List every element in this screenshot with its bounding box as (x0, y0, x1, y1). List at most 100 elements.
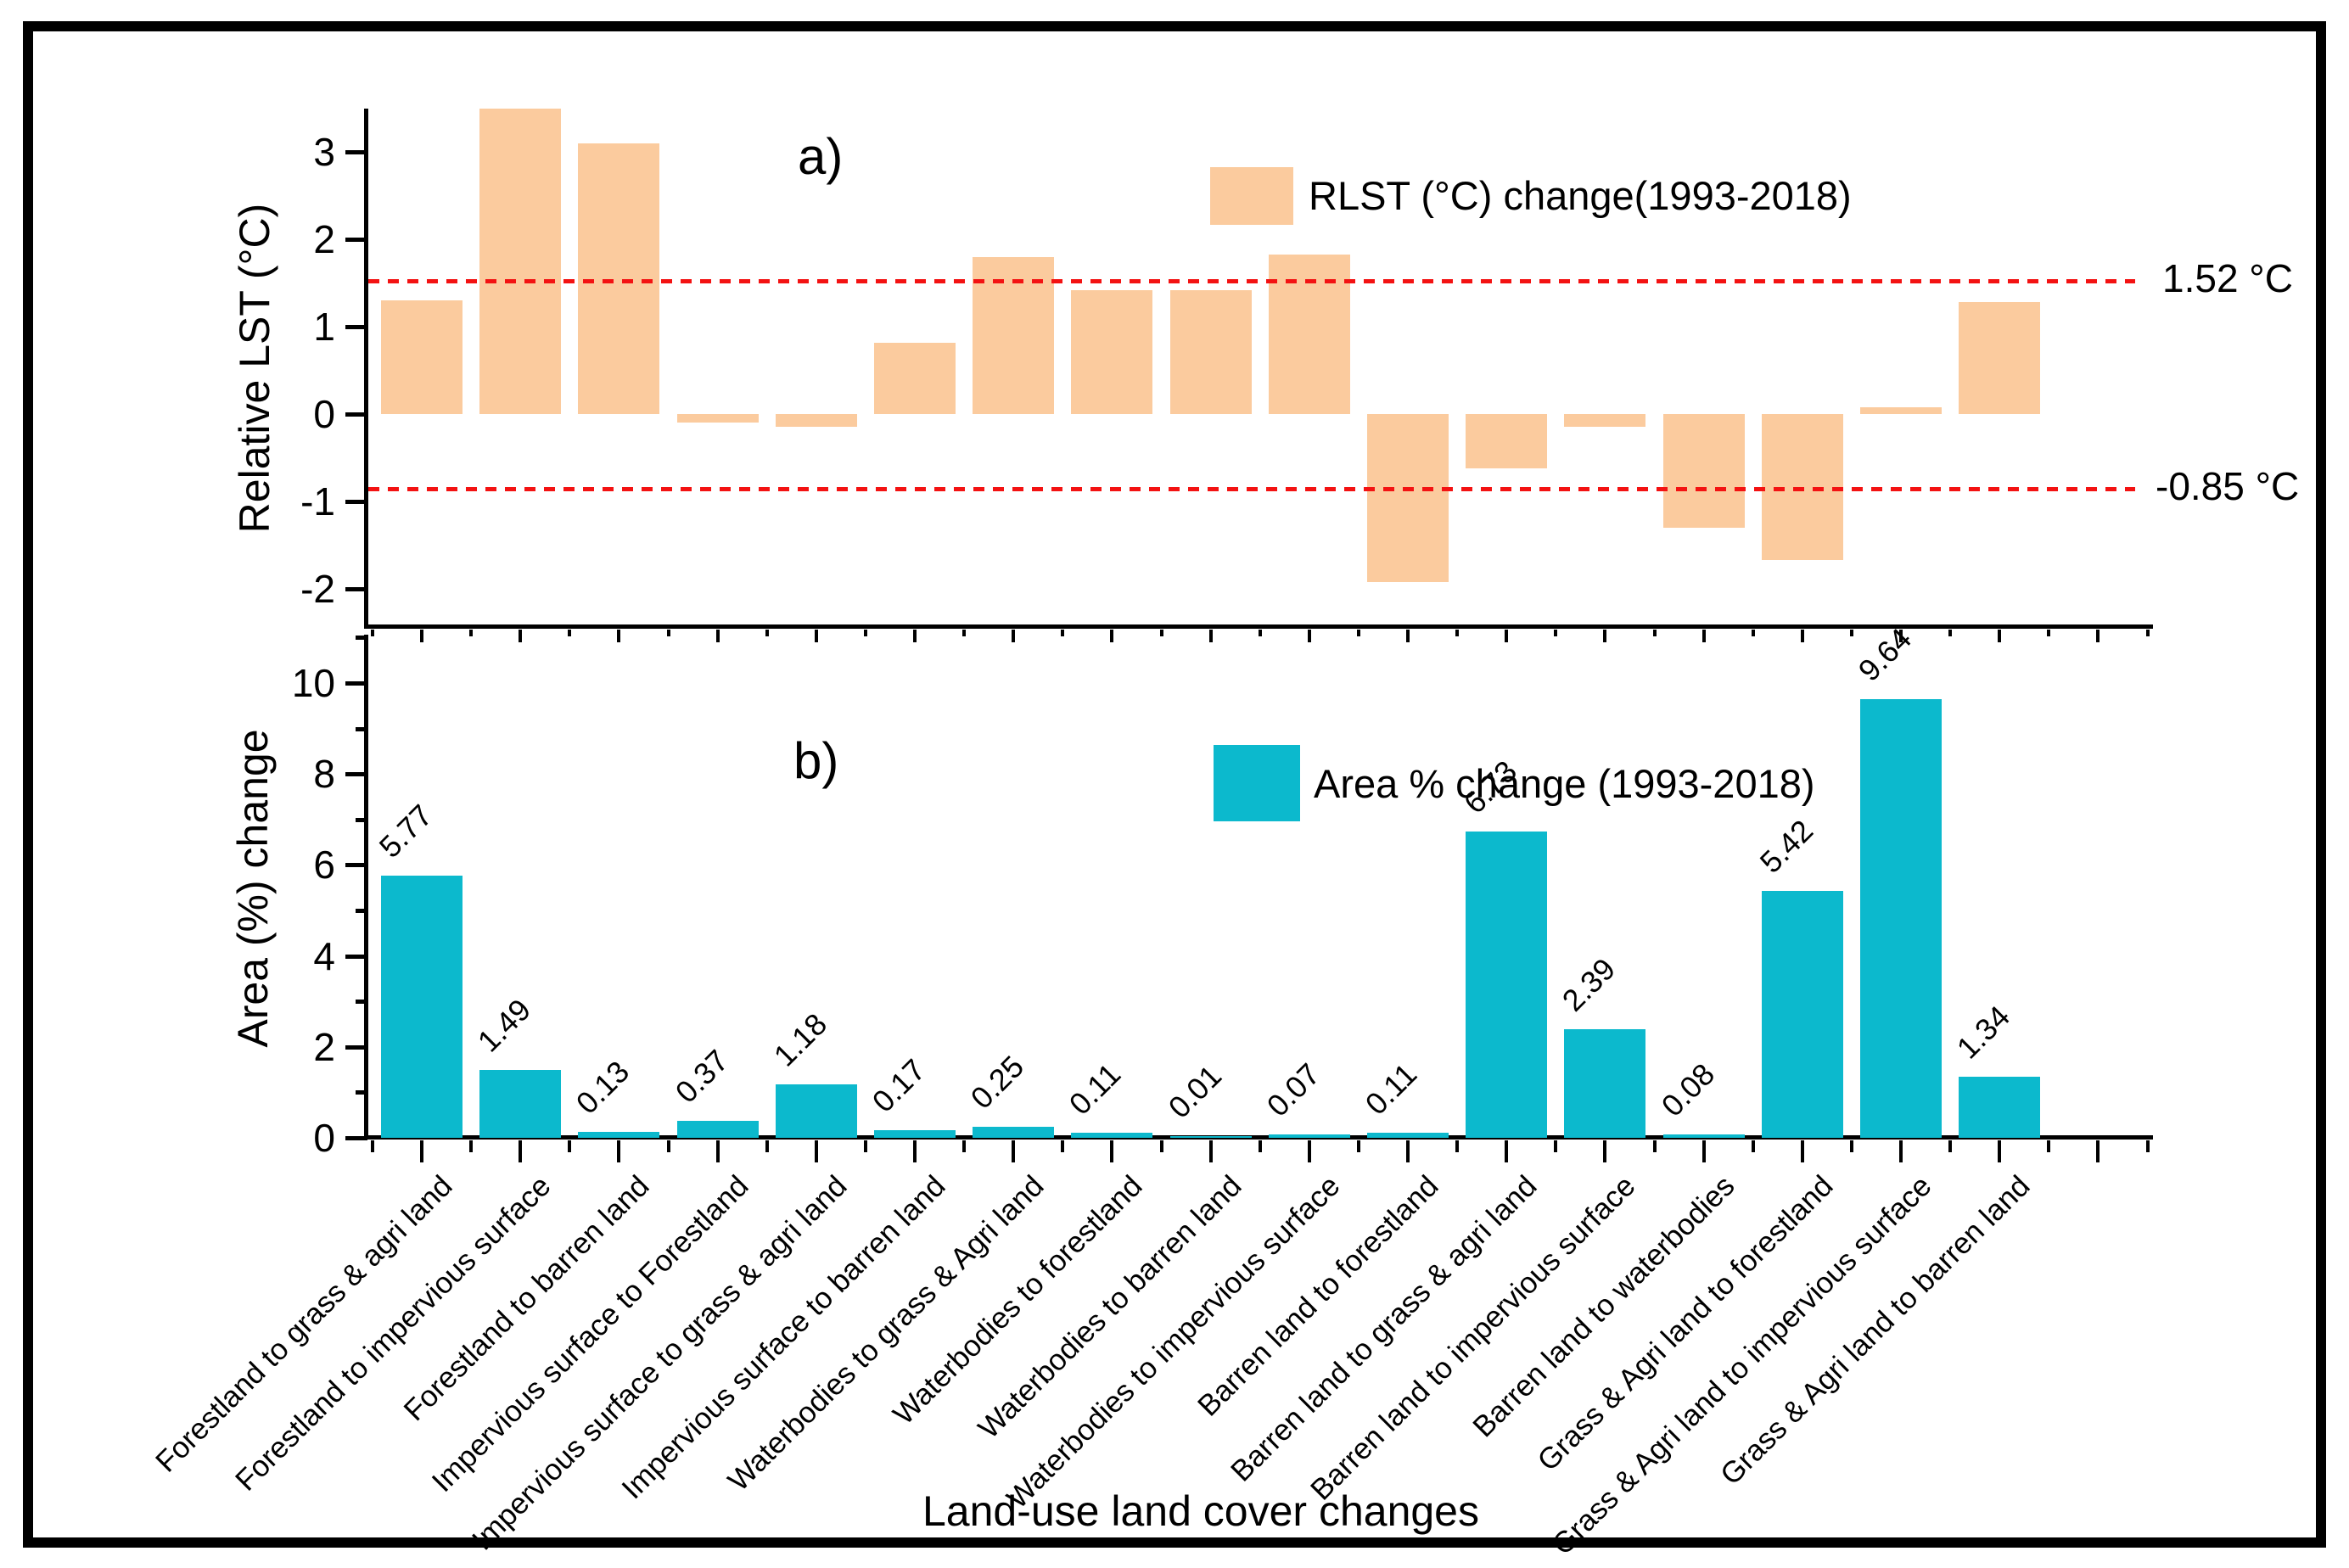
panel-b-xtick-major (1701, 1140, 1706, 1162)
panel-a-xtick-minor (1159, 630, 1163, 636)
panel-b-xtick-major (617, 1140, 621, 1162)
legend-swatch-area (1214, 745, 1300, 821)
panel-b-xtick-major (814, 1140, 818, 1162)
panel-a-xtick-minor (1258, 630, 1262, 636)
panel-a-xtick-major (1800, 630, 1804, 642)
rlst-bar-16 (1959, 302, 2041, 414)
panel-b-xtick-minor (765, 1140, 769, 1152)
panel-a-xtick-major (1899, 630, 1903, 642)
panel-b-xtick-major (1208, 1140, 1213, 1162)
panel-b-xtick-major (715, 1140, 720, 1162)
panel-a-ytick (345, 500, 367, 504)
panel-b-xtick-minor (1061, 1140, 1065, 1152)
area-bar-16 (1959, 1077, 2041, 1138)
panel-a-ytick (345, 238, 367, 242)
panel-a-xtick-major (617, 630, 621, 642)
area-bar-3 (676, 1121, 759, 1138)
area-bar-14 (1761, 891, 1843, 1138)
panel-b-ytick-label: 2 (313, 1024, 335, 1069)
panel-b-xtick-minor (962, 1140, 967, 1152)
panel-b-xtick-minor (1356, 1140, 1360, 1152)
panel-a-xtick-major (715, 630, 720, 642)
panel-b-xtick-major (1998, 1140, 2002, 1162)
panel-a-xtick-minor (1849, 630, 1853, 636)
rlst-bar-11 (1466, 414, 1548, 468)
panel-a-xtick-minor (370, 630, 374, 636)
panel-b-ytick (345, 954, 367, 959)
rlst-bar-1 (479, 108, 562, 414)
panel-b-xtick-major (519, 1140, 523, 1162)
area-bar-5 (874, 1129, 956, 1138)
rlst-bar-10 (1367, 414, 1449, 582)
panel-b-ytick-minor (356, 636, 367, 641)
panel-b-ytick (345, 1136, 367, 1140)
threshold-label-1: -0.85 °C (2156, 463, 2300, 508)
panel-b-xtick-major (1505, 1140, 1509, 1162)
area-bar-12 (1564, 1028, 1646, 1138)
panel-b-xtick-major (1406, 1140, 1410, 1162)
panel-b-xtick-minor (1849, 1140, 1853, 1152)
panel-a-xtick-major (519, 630, 523, 642)
panel-b-xtick-major (2096, 1140, 2100, 1162)
panel-b-ytick-minor (356, 817, 367, 822)
panel-a-ytick (345, 587, 367, 591)
panel-a-xtick-minor (863, 630, 867, 636)
panel-a-xtick-major (1406, 630, 1410, 642)
area-bar-11 (1466, 832, 1548, 1138)
area-bar-9 (1268, 1134, 1350, 1138)
panel-b-xtick-minor (1948, 1140, 1953, 1152)
panel-b-xtick-minor (1159, 1140, 1163, 1152)
panel-a-xtick-minor (1455, 630, 1460, 636)
threshold-line-0 (368, 279, 2135, 284)
panel-a-ytick-label: 1 (313, 305, 335, 349)
panel-a-xtick-major (814, 630, 818, 642)
panel-b-ytick (345, 863, 367, 868)
panel-a-xtick-minor (568, 630, 572, 636)
panel-b-xtick-minor (1751, 1140, 1755, 1152)
panel-a-xtick-minor (469, 630, 474, 636)
panel-a-xtick-minor (1948, 630, 1953, 636)
panel-b-ytick (345, 1044, 367, 1050)
panel-b-ytick-label: 6 (313, 843, 335, 888)
area-bar-2 (578, 1132, 660, 1138)
panel-b-letter: b) (793, 732, 839, 789)
panel-a-xtick-minor (2145, 630, 2150, 636)
panel-b-xtick-minor (370, 1140, 374, 1152)
panel-b-ytick-minor (356, 726, 367, 731)
panel-b-ytick-label: 4 (313, 933, 335, 978)
panel-b-xtick-minor (666, 1140, 670, 1152)
panel-a-xtick-major (2096, 630, 2100, 642)
panel-b-xtick-major (1110, 1140, 1114, 1162)
panel-a-ytick-label: -1 (300, 479, 335, 524)
panel-a-xtick-major (1307, 630, 1311, 642)
panel-a-xtick-major (913, 630, 917, 642)
panel-a-xtick-major (1603, 630, 1607, 642)
rlst-bar-8 (1169, 289, 1252, 414)
panel-a-x-axis (364, 624, 2153, 629)
panel-b-xtick-major (1899, 1140, 1903, 1162)
area-bar-1 (479, 1070, 562, 1138)
panel-b-xtick-major (420, 1140, 423, 1162)
area-bar-6 (973, 1126, 1055, 1138)
panel-a-xtick-major (1208, 630, 1213, 642)
panel-b-xtick-major (1012, 1140, 1016, 1162)
panel-b-ytick-label: 0 (313, 1116, 335, 1160)
panel-a-ytick (345, 325, 367, 329)
panel-b-xtick-minor (2047, 1140, 2051, 1152)
panel-b-xtick-minor (1455, 1140, 1460, 1152)
panel-a-ytick-label: 3 (313, 130, 335, 174)
panel-b-ytick-label: 8 (313, 752, 335, 797)
panel-b-xtick-minor (863, 1140, 867, 1152)
panel-a-ytick-label: 0 (313, 392, 335, 436)
rlst-bar-5 (874, 342, 956, 414)
panel-a-xtick-major (1505, 630, 1509, 642)
legend-label-rlst: RLST (°C) change(1993-2018) (1309, 173, 1852, 218)
panel-b-xtick-minor (1554, 1140, 1558, 1152)
panel-a-xtick-minor (962, 630, 967, 636)
panel-a-xtick-major (1998, 630, 2002, 642)
panel-b-xtick-major (913, 1140, 917, 1162)
panel-a-ytick-label: 2 (313, 217, 335, 261)
panel-b-xtick-major (1603, 1140, 1607, 1162)
panel-b-xtick-minor (1652, 1140, 1657, 1152)
